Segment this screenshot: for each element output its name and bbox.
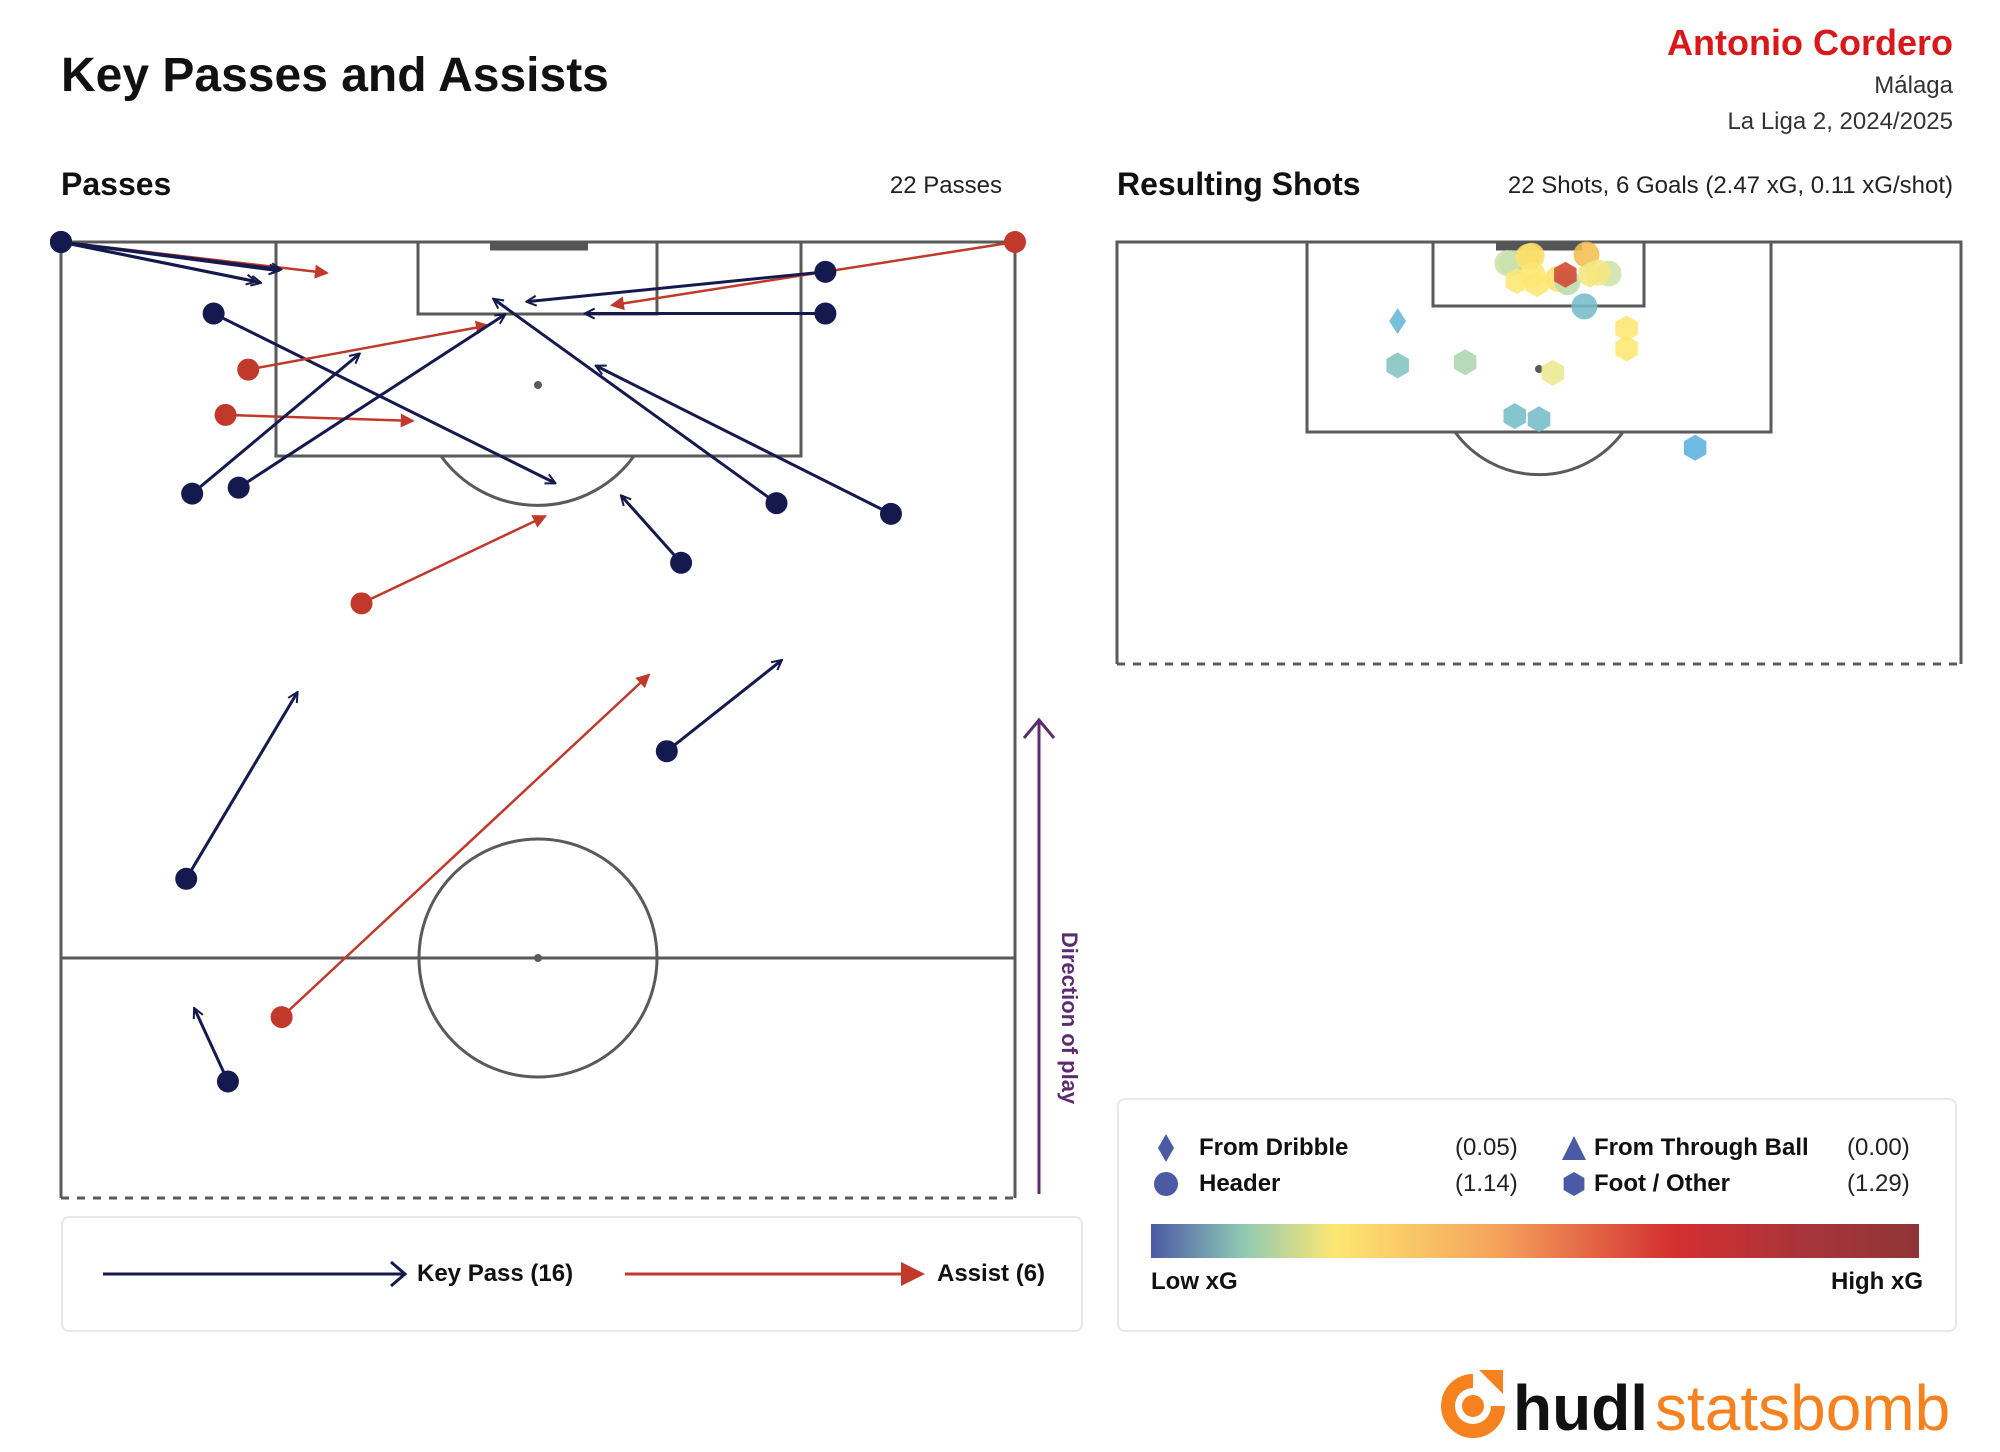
player-name: Antonio Cordero — [1667, 22, 1953, 63]
key-pass-line-20 — [195, 1009, 230, 1083]
key-pass-origin-6 — [814, 260, 837, 283]
foot-legend-label: Foot / Other — [1594, 1170, 1730, 1197]
shot-marker-foot-20 — [1503, 403, 1526, 430]
assist-line-10 — [225, 413, 415, 428]
key-pass-line-6 — [527, 270, 826, 302]
key-pass-origin-14 — [879, 502, 902, 525]
assist-origin-16 — [350, 592, 373, 615]
assist-line-16 — [360, 515, 547, 605]
header-legend-value: (1.14) — [1455, 1170, 1518, 1197]
centre-spot — [534, 954, 542, 962]
shot-marker-foot-21 — [1527, 406, 1551, 433]
through-ball-legend-label: From Through Ball — [1594, 1134, 1809, 1161]
shot-legend: From Dribble (0.05) Header (1.14) From T… — [1117, 1098, 1957, 1332]
key-pass-line-15 — [621, 496, 683, 564]
dribble-legend-label: From Dribble — [1199, 1134, 1349, 1161]
shot-marker-header-1 — [1494, 250, 1521, 277]
key-pass-origin-13 — [765, 492, 788, 515]
assist-legend-label: Assist (6) — [937, 1260, 1046, 1287]
passes-pitch-chart: Direction of play — [50, 231, 1082, 1200]
triangle-icon — [1562, 1136, 1586, 1160]
direction-of-play: Direction of play — [1022, 717, 1082, 1194]
key-pass-origin-12 — [227, 476, 250, 499]
key-pass-legend-label: Key Pass (16) — [417, 1260, 574, 1287]
assist-origin-5 — [1004, 231, 1026, 253]
shot-marker-foot-15 — [1615, 315, 1638, 342]
low-xg-label: Low xG — [1151, 1268, 1238, 1295]
shot-marker-header-3 — [1518, 242, 1545, 269]
shot-marker-header-9 — [1571, 293, 1598, 320]
key-pass-origin-15 — [670, 551, 693, 574]
shot-marker-foot-22 — [1683, 434, 1707, 461]
team-name: Málaga — [1874, 72, 1953, 99]
assist-line-9 — [247, 320, 490, 371]
shots-penalty-arc — [1453, 431, 1625, 477]
penalty-arc — [439, 455, 636, 507]
shots-summary: 22 Shots, 6 Goals (2.47 xG, 0.11 xG/shot… — [1507, 172, 1953, 199]
shot-marker-foot-17 — [1386, 352, 1409, 379]
key-pass-origin-20 — [216, 1070, 239, 1093]
shot-marker-foot-14 — [1578, 261, 1601, 288]
xg-color-scale — [1151, 1224, 1919, 1258]
key-pass-line-18 — [665, 661, 781, 753]
passes-count: 22 Passes — [889, 172, 1002, 199]
hudl-statsbomb-logo: hudl statsbomb — [1441, 1370, 1950, 1444]
direction-of-play-label: Direction of play — [1057, 932, 1082, 1105]
logo-text-statsbomb: statsbomb — [1655, 1372, 1950, 1444]
shots-panel-title: Resulting Shots — [1117, 166, 1361, 202]
shots-pitch-chart — [1115, 240, 1963, 666]
header-legend-label: Header — [1199, 1170, 1281, 1197]
diamond-icon — [1158, 1134, 1174, 1162]
page-title: Key Passes and Assists — [61, 49, 609, 102]
passes-panel-title: Passes — [61, 166, 172, 202]
key-pass-origin-8 — [814, 302, 837, 325]
dribble-legend-value: (0.05) — [1455, 1134, 1518, 1161]
high-xg-label: High xG — [1830, 1268, 1923, 1295]
key-pass-line-17 — [184, 693, 297, 880]
assist-origin-10 — [214, 403, 237, 426]
key-pass-origin-18 — [655, 740, 678, 763]
key-pass-line-7 — [212, 312, 555, 483]
assist-legend-arrow — [901, 1262, 925, 1286]
key-pass-line-14 — [596, 366, 892, 516]
shot-marker-foot-18 — [1453, 349, 1477, 376]
shot-legend-icons — [1154, 1134, 1586, 1196]
hudl-icon — [1441, 1370, 1505, 1438]
penalty-spot — [534, 381, 542, 389]
shot-marker-foot-16 — [1615, 335, 1638, 362]
shot-marker-dribble-23 — [1389, 308, 1407, 335]
centre-circle — [417, 837, 659, 1079]
key-pass-legend-arrow — [390, 1260, 408, 1288]
key-pass-line-13 — [494, 299, 778, 505]
shot-marker-foot-11 — [1554, 261, 1577, 288]
key-pass-origin-17 — [175, 867, 198, 890]
foot-legend-value: (1.29) — [1847, 1170, 1910, 1197]
key-pass-line-4 — [60, 240, 260, 283]
key-pass-line-11 — [191, 354, 359, 495]
hexagon-icon — [1563, 1172, 1585, 1196]
key-pass-line-12 — [237, 315, 505, 489]
shot-marker-foot-19 — [1541, 359, 1564, 386]
pass-legend: Key Pass (16) Assist (6) — [61, 1216, 1083, 1332]
assist-origin-19 — [270, 1006, 293, 1029]
competition-season: La Liga 2, 2024/2025 — [1727, 108, 1953, 135]
key-pass-origin-11 — [181, 482, 204, 505]
assist-line-19 — [280, 673, 651, 1019]
key-pass-line-2 — [60, 240, 280, 269]
shots-penalty-spot — [1535, 365, 1543, 373]
through-ball-legend-value: (0.00) — [1847, 1134, 1910, 1161]
logo-text-hudl: hudl — [1513, 1372, 1648, 1444]
key-pass-origin-4 — [50, 231, 72, 253]
shot-marker-foot-13 — [1505, 268, 1529, 294]
pass-legend-lines — [103, 1260, 925, 1288]
key-pass-origin-7 — [202, 302, 225, 325]
circle-icon — [1154, 1172, 1178, 1196]
assist-origin-9 — [237, 358, 260, 381]
shot-marker-foot-12 — [1525, 271, 1549, 298]
